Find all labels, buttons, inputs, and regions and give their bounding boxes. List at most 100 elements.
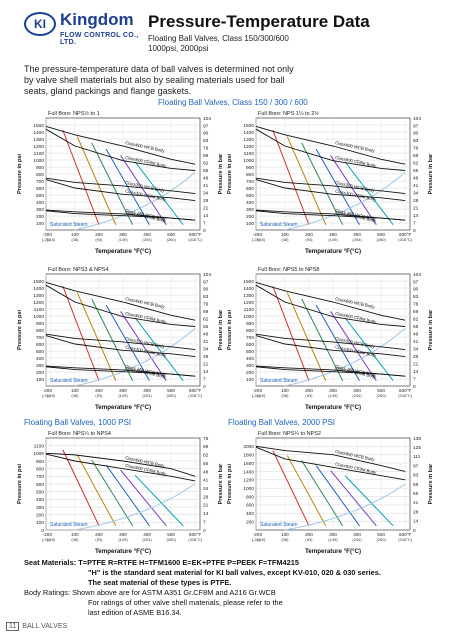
seat-limit-curve xyxy=(286,136,327,225)
seat-body-legend: Seat Materials: T=PTFE R=RTFE H=TFM1600 … xyxy=(24,558,444,618)
x-tick-label: 300 xyxy=(329,388,337,393)
bar-tick-label: 28 xyxy=(413,509,419,515)
bar-tick-label: 62 xyxy=(413,161,419,167)
chart-nps-half-to-1: Full Bore: NPS½ to 1 1500 1400 1300 1200 1100… xyxy=(14,106,226,258)
bar-tick-label: 21 xyxy=(413,361,419,367)
y-axis-title-psi: Pressure in psi xyxy=(17,310,23,351)
chart-nps5-nps8: Full Bore: NPS5 to NPS8 1500 1400 1300 1200 1… xyxy=(224,262,436,414)
x-tick-label-c: (93) xyxy=(305,393,313,398)
x-tick-label: 100 xyxy=(71,232,79,237)
x-tick-label: 100 xyxy=(281,388,289,393)
bar-tick-label: 7 xyxy=(413,376,416,382)
seat-limit-curve xyxy=(134,474,184,527)
bar-tick-label: 83 xyxy=(203,138,209,144)
x-tick-label: 100 xyxy=(281,532,289,537)
y-tick-label: 1400 xyxy=(243,286,254,292)
y-axis-title-bar: Pressure in bar xyxy=(428,309,434,351)
bar-tick-label: 55 xyxy=(203,168,209,174)
bar-tick-label: 48 xyxy=(413,176,419,182)
x-tick-label: 500 xyxy=(167,232,175,237)
bar-tick-label: 14 xyxy=(203,511,209,517)
x-tick-label: 0 xyxy=(260,232,263,237)
x-tick-label-c: (38) xyxy=(281,537,289,542)
y-axis-title-psi: Pressure in psi xyxy=(227,310,233,351)
bar-tick-label: 14 xyxy=(203,213,209,219)
x-tick-label-c: (38) xyxy=(281,237,289,242)
series-line xyxy=(255,128,406,171)
bar-tick-label: 21 xyxy=(203,503,209,509)
saturated-steam-label: Saturated Steam xyxy=(50,378,88,384)
y-tick-label: 400 xyxy=(36,497,44,503)
y-axis-title-bar: Pressure in bar xyxy=(428,463,434,505)
y-tick-label: 1300 xyxy=(33,137,44,143)
intro-paragraph: The pressure-temperature data of ball va… xyxy=(24,64,294,96)
saturated-steam-curve xyxy=(74,327,196,387)
seat-limit-curve xyxy=(76,292,117,381)
y-tick-label: 100 xyxy=(36,221,44,227)
bar-tick-label: 104 xyxy=(203,116,211,122)
y-tick-label: 1200 xyxy=(243,300,254,306)
x-tick-label-c: (316°C) xyxy=(398,537,412,542)
x-tick-label-c: (149) xyxy=(328,237,338,242)
chart-nps-1q-to-2h: Full Bore: NPS 1¼ to 2½ 1500 1400 1300 1200 1… xyxy=(224,106,436,258)
y-tick-label: 1100 xyxy=(34,307,45,313)
x-axis-title: Temperature °F(°C) xyxy=(95,548,151,555)
x-tick-label: 400 xyxy=(143,232,151,237)
bar-tick-label: 0 xyxy=(413,528,416,534)
x-tick-label: 600°F xyxy=(189,232,202,237)
x-tick-label: -20 xyxy=(253,388,260,393)
x-tick-label-c: (260) xyxy=(376,393,386,398)
y-tick-label: 300 xyxy=(36,505,44,511)
y-tick-label: 1400 xyxy=(33,130,44,136)
x-tick-label-c: (149) xyxy=(118,393,128,398)
x-tick-label: 200 xyxy=(95,532,103,537)
page-section-label: BALL VALVES xyxy=(22,623,68,630)
series-line xyxy=(45,210,196,221)
series-line xyxy=(255,335,406,358)
y-tick-label: 300 xyxy=(246,207,254,213)
x-tick-label-c: (-29) xyxy=(42,237,51,242)
bar-tick-label: 97 xyxy=(413,279,419,285)
x-tick-label: 0 xyxy=(260,532,263,537)
series-line xyxy=(45,284,196,327)
y-axis-title-psi: Pressure in psi xyxy=(17,154,23,195)
y-tick-label: 300 xyxy=(36,207,44,213)
series-line xyxy=(255,445,406,472)
x-tick-label: 400 xyxy=(353,232,361,237)
x-tick-label-c: (149) xyxy=(118,537,128,542)
bar-tick-label: 104 xyxy=(413,272,421,278)
bar-tick-label: 0 xyxy=(203,228,206,234)
y-tick-label: 2000 xyxy=(243,444,254,450)
bar-tick-label: 97 xyxy=(203,279,209,285)
y-tick-label: 700 xyxy=(36,474,44,480)
seat-limit-curve xyxy=(330,155,377,226)
y-tick-label: 400 xyxy=(36,356,44,362)
y-tick-label: 700 xyxy=(36,335,44,341)
y-tick-label: 200 xyxy=(36,512,44,518)
y-tick-label: 600 xyxy=(246,186,254,192)
page-title: Pressure-Temperature Data xyxy=(148,12,370,31)
bar-tick-label: 14 xyxy=(413,369,419,375)
series-line xyxy=(45,333,196,351)
x-tick-label-c: (-29) xyxy=(252,537,261,542)
x-axis-title: Temperature °F(°C) xyxy=(95,248,151,255)
section-title-1000psi: Floating Ball Valves, 1000 PSI xyxy=(24,418,132,427)
chart-2000psi: Full Bore: NPS¼ to NPS2 2000 1800 1600 1400 1… xyxy=(224,426,436,558)
y-tick-label: 1500 xyxy=(33,279,44,285)
y-tick-label: 900 xyxy=(36,321,44,327)
x-tick-label: 200 xyxy=(305,532,313,537)
x-tick-label: 400 xyxy=(353,532,361,537)
y-tick-label: 200 xyxy=(36,370,44,376)
seat-limit-curve xyxy=(76,136,117,225)
series-line xyxy=(255,333,406,351)
page-footer: 11 BALL VALVES xyxy=(6,622,67,631)
bar-tick-label: 83 xyxy=(413,294,419,300)
page-subtitle-2: 1000psi, 2000psi xyxy=(148,44,209,53)
series-line xyxy=(45,179,196,202)
y-tick-label: 200 xyxy=(246,519,254,525)
x-tick-label-c: (38) xyxy=(281,393,289,398)
series-line xyxy=(255,179,406,202)
y-tick-label: 1000 xyxy=(33,314,44,320)
bar-tick-label: 111 xyxy=(413,454,421,460)
x-tick-label-c: (149) xyxy=(328,537,338,542)
